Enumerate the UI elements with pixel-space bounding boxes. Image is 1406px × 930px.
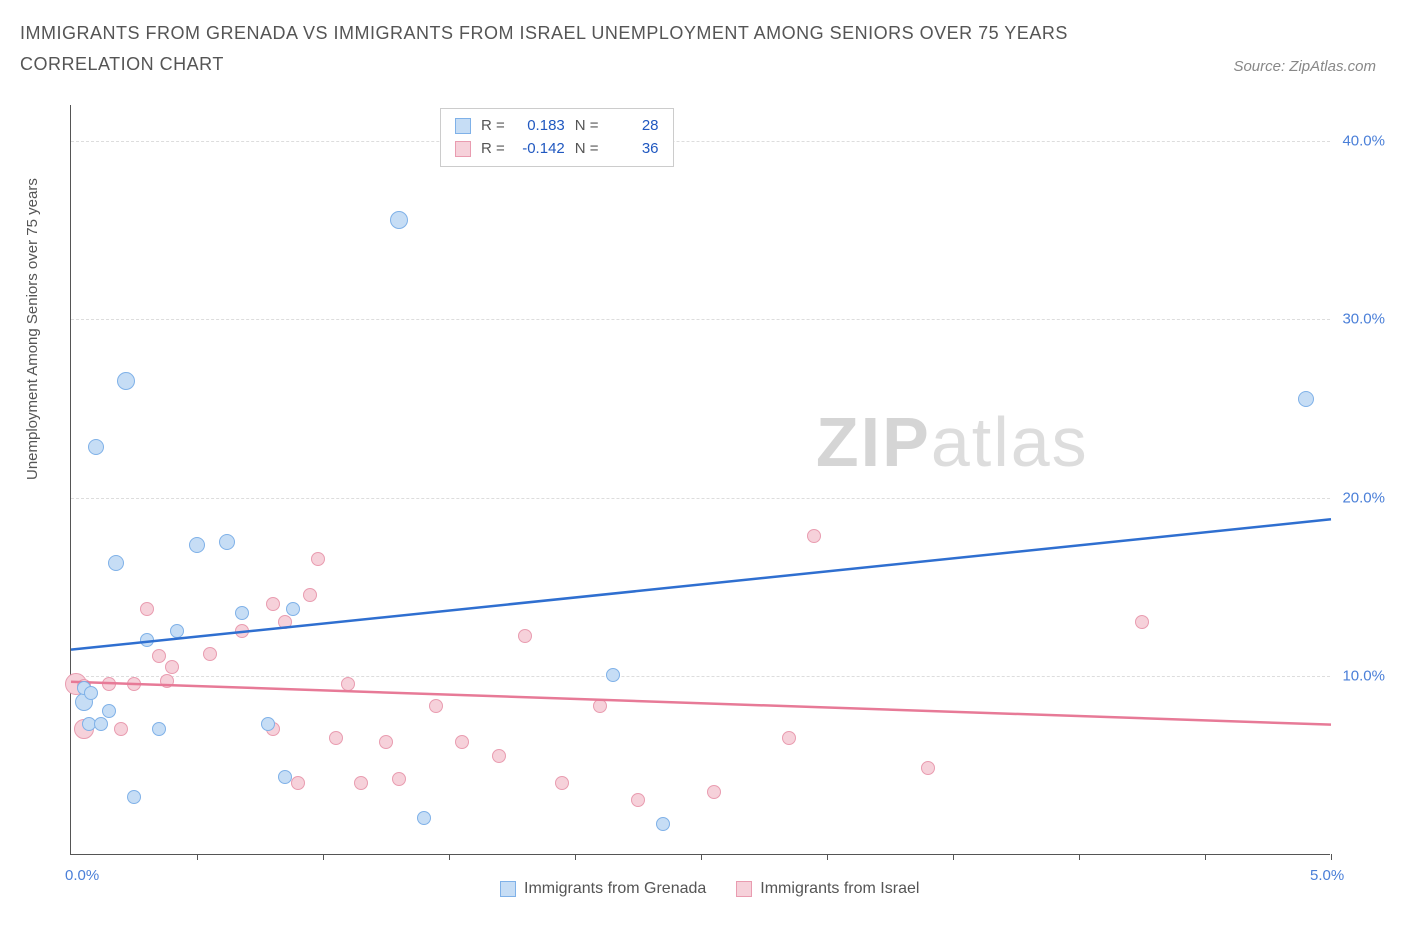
legend-stats-box: R = 0.183 N = 28 R = -0.142 N = 36: [440, 108, 674, 167]
legend-item-a: Immigrants from Grenada: [500, 880, 706, 898]
chart-title: IMMIGRANTS FROM GRENADA VS IMMIGRANTS FR…: [20, 18, 1206, 79]
stat-r-b: -0.142: [515, 138, 565, 161]
legend-stats-row-b: R = -0.142 N = 36: [455, 138, 659, 161]
chart-source: Source: ZipAtlas.com: [1233, 58, 1376, 75]
stat-r-label: R =: [481, 115, 505, 138]
stat-n-b: 36: [609, 138, 659, 161]
stat-n-a: 28: [609, 115, 659, 138]
x-axis-min-label: 0.0%: [65, 867, 99, 884]
trend-line-a: [71, 105, 1331, 855]
legend-stats-row-a: R = 0.183 N = 28: [455, 115, 659, 138]
y-tick-label: 20.0%: [1342, 489, 1385, 506]
legend-label-a: Immigrants from Grenada: [524, 880, 706, 898]
legend-item-b: Immigrants from Israel: [736, 880, 919, 898]
swatch-a-icon: [455, 118, 471, 134]
x-tick: [1331, 854, 1332, 860]
plot-area: ZIPatlas 10.0%20.0%30.0%40.0%: [70, 105, 1330, 855]
legend-label-b: Immigrants from Israel: [760, 880, 919, 898]
y-tick-label: 10.0%: [1342, 668, 1385, 685]
stat-r-label: R =: [481, 138, 505, 161]
swatch-a-icon: [500, 881, 516, 897]
y-axis-label: Unemployment Among Seniors over 75 years: [24, 178, 41, 480]
y-tick-label: 30.0%: [1342, 311, 1385, 328]
stat-n-label: N =: [575, 138, 599, 161]
stat-r-a: 0.183: [515, 115, 565, 138]
swatch-b-icon: [455, 141, 471, 157]
y-tick-label: 40.0%: [1342, 132, 1385, 149]
stat-n-label: N =: [575, 115, 599, 138]
bottom-legend: Immigrants from Grenada Immigrants from …: [500, 880, 919, 898]
x-axis-max-label: 5.0%: [1310, 867, 1344, 884]
swatch-b-icon: [736, 881, 752, 897]
